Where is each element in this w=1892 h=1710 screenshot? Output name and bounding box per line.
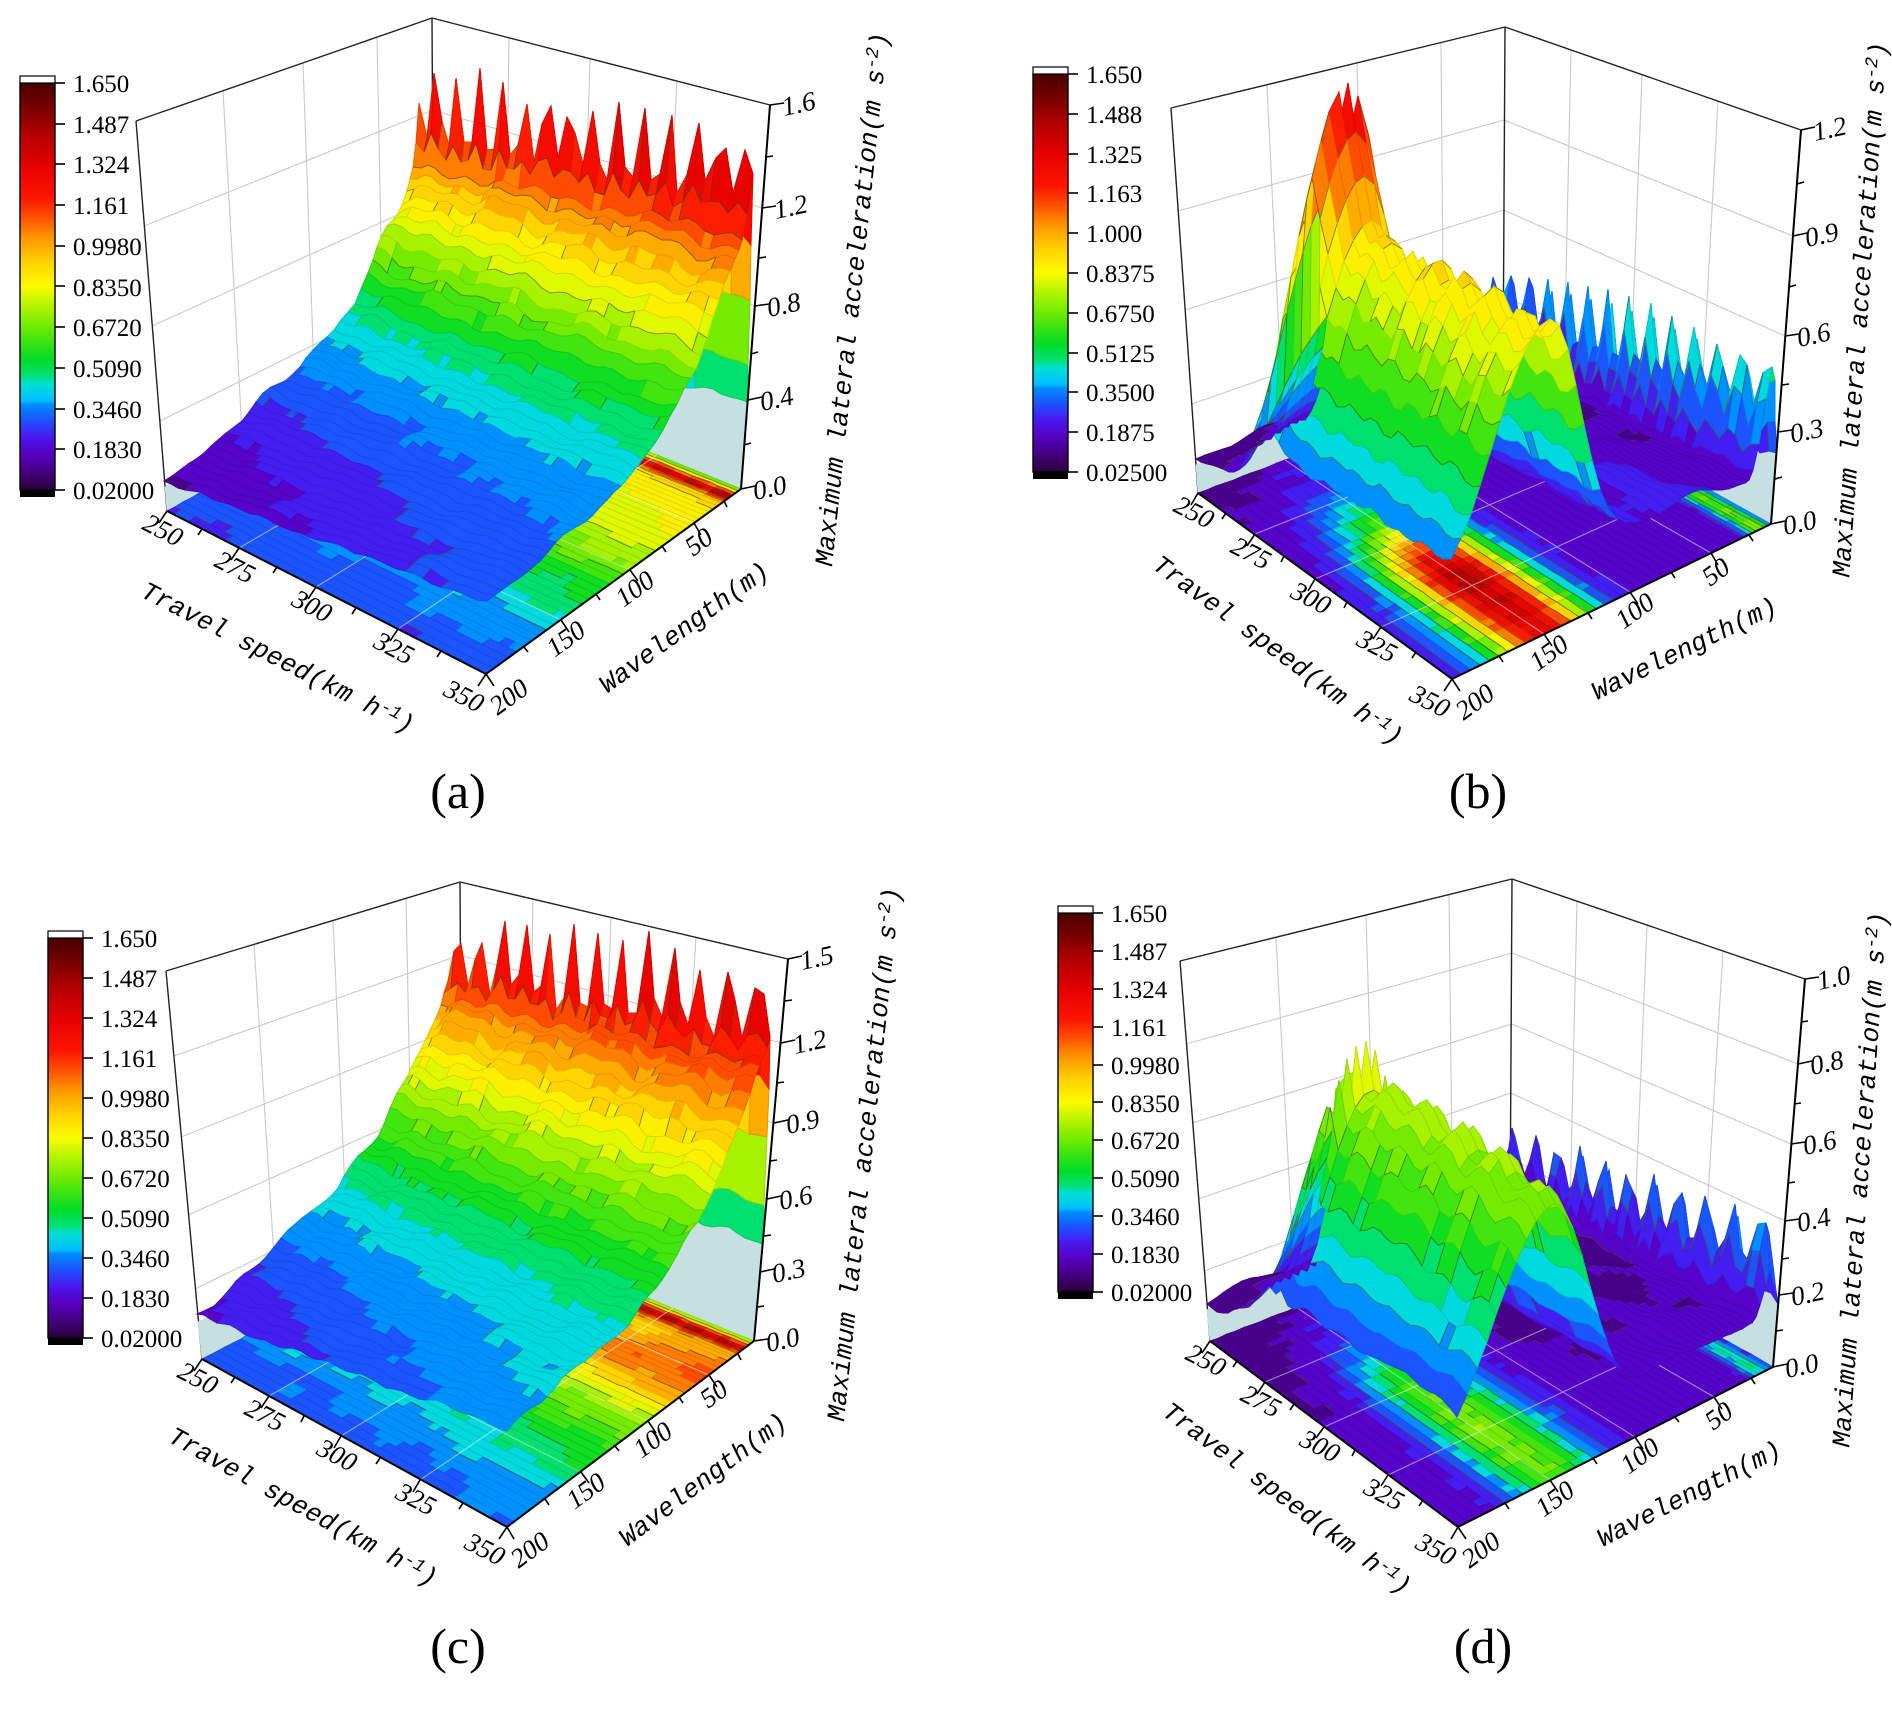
- svg-text:0.8: 0.8: [764, 286, 804, 322]
- svg-text:0.5090: 0.5090: [73, 356, 142, 383]
- svg-text:0.3460: 0.3460: [73, 397, 142, 424]
- svg-text:0.8350: 0.8350: [73, 275, 142, 302]
- svg-text:0.02000: 0.02000: [101, 1326, 182, 1353]
- svg-text:0.5090: 0.5090: [101, 1206, 170, 1233]
- svg-text:0.6720: 0.6720: [101, 1166, 170, 1193]
- svg-text:1.161: 1.161: [1111, 1015, 1167, 1042]
- svg-text:(d): (d): [1454, 1618, 1512, 1674]
- svg-text:0.1830: 0.1830: [101, 1286, 170, 1313]
- svg-text:1.487: 1.487: [73, 112, 129, 139]
- svg-text:1.161: 1.161: [73, 193, 129, 220]
- svg-text:0.1875: 0.1875: [1086, 420, 1155, 447]
- svg-text:1.0: 1.0: [1814, 959, 1854, 995]
- svg-text:0.5090: 0.5090: [1111, 1166, 1180, 1193]
- svg-text:0.3460: 0.3460: [1111, 1204, 1180, 1231]
- svg-text:1.324: 1.324: [101, 1006, 158, 1033]
- svg-text:1.000: 1.000: [1086, 221, 1142, 248]
- svg-text:0.8: 0.8: [1807, 1044, 1847, 1080]
- svg-text:1.324: 1.324: [1111, 977, 1168, 1004]
- svg-text:0.8350: 0.8350: [1111, 1091, 1180, 1118]
- svg-text:1.5: 1.5: [797, 940, 836, 976]
- svg-text:1.650: 1.650: [1111, 901, 1167, 928]
- svg-text:1.2: 1.2: [790, 1024, 829, 1060]
- svg-text:0.0: 0.0: [1782, 1347, 1822, 1383]
- svg-text:0.3: 0.3: [1787, 413, 1826, 449]
- svg-text:1.650: 1.650: [101, 926, 157, 953]
- svg-text:0.8350: 0.8350: [101, 1126, 170, 1153]
- svg-text:0.6: 0.6: [776, 1179, 816, 1215]
- svg-text:0.9980: 0.9980: [1111, 1053, 1180, 1080]
- svg-text:0.2: 0.2: [1788, 1276, 1827, 1312]
- svg-text:0.9980: 0.9980: [101, 1086, 170, 1113]
- svg-text:1.163: 1.163: [1086, 181, 1142, 208]
- svg-text:0.3460: 0.3460: [101, 1246, 170, 1273]
- svg-text:1.325: 1.325: [1086, 142, 1142, 169]
- svg-text:(b): (b): [1449, 763, 1507, 819]
- svg-text:1.487: 1.487: [101, 966, 157, 993]
- svg-text:0.6: 0.6: [1800, 1124, 1840, 1160]
- svg-text:0.8375: 0.8375: [1086, 261, 1155, 288]
- svg-text:0.0: 0.0: [750, 469, 790, 505]
- svg-text:0.3: 0.3: [769, 1253, 808, 1289]
- svg-text:1.488: 1.488: [1086, 102, 1142, 129]
- svg-text:(c): (c): [430, 1618, 486, 1674]
- svg-text:0.4: 0.4: [1794, 1202, 1833, 1238]
- svg-text:0.6750: 0.6750: [1086, 301, 1155, 328]
- svg-text:0.9980: 0.9980: [73, 234, 142, 261]
- svg-text:(a): (a): [430, 763, 486, 819]
- svg-text:1.6: 1.6: [779, 85, 819, 121]
- svg-text:0.3500: 0.3500: [1086, 380, 1155, 407]
- svg-text:1.324: 1.324: [73, 152, 130, 179]
- svg-text:0.0: 0.0: [763, 1321, 803, 1357]
- svg-text:1.487: 1.487: [1111, 939, 1167, 966]
- svg-text:1.650: 1.650: [73, 71, 129, 98]
- svg-text:0.6720: 0.6720: [73, 315, 142, 342]
- svg-text:0.02000: 0.02000: [1111, 1280, 1192, 1307]
- svg-text:1.2: 1.2: [771, 189, 810, 225]
- svg-text:0.02500: 0.02500: [1086, 460, 1167, 487]
- svg-text:0.6: 0.6: [1794, 316, 1834, 352]
- svg-text:0.4: 0.4: [757, 381, 796, 417]
- svg-text:0.1830: 0.1830: [1111, 1242, 1180, 1269]
- svg-text:1.2: 1.2: [1810, 111, 1849, 147]
- svg-text:0.9: 0.9: [1802, 216, 1842, 252]
- svg-text:0.02000: 0.02000: [73, 478, 154, 505]
- svg-text:1.161: 1.161: [101, 1046, 157, 1073]
- svg-text:0.1830: 0.1830: [73, 437, 142, 464]
- svg-text:0.9: 0.9: [783, 1103, 823, 1139]
- svg-text:1.650: 1.650: [1086, 62, 1142, 89]
- svg-text:0.5125: 0.5125: [1086, 341, 1155, 368]
- svg-text:0.6720: 0.6720: [1111, 1128, 1180, 1155]
- svg-text:0.0: 0.0: [1780, 504, 1820, 540]
